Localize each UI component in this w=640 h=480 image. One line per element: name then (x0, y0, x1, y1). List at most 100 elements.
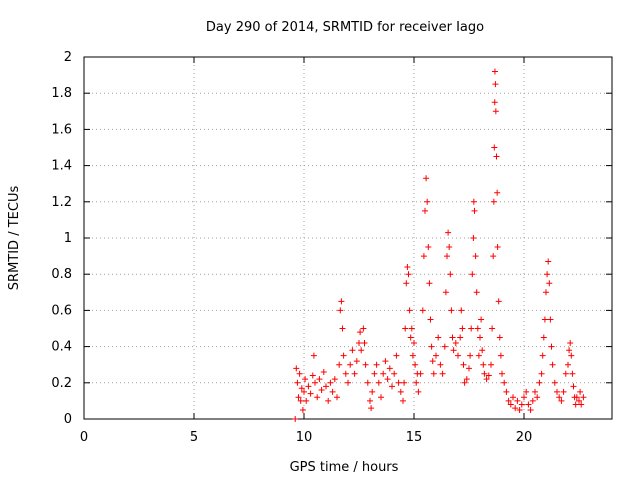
data-point (371, 370, 378, 377)
data-point (419, 307, 426, 314)
data-point (507, 401, 514, 408)
data-point (305, 383, 312, 390)
data-point (458, 307, 465, 314)
data-point (382, 358, 389, 365)
data-point (527, 406, 534, 413)
data-point (325, 397, 332, 404)
data-point (323, 383, 329, 390)
data-point (501, 379, 508, 386)
data-point (551, 379, 558, 386)
data-point (429, 358, 436, 365)
y-tick-label: 1.4 (51, 159, 72, 174)
x-tick-label: 0 (80, 430, 88, 445)
x-tick-labels: 0 5 10 15 20 (80, 430, 532, 445)
data-point (428, 343, 435, 350)
data-point (565, 361, 571, 368)
data-point (362, 361, 369, 368)
data-point (481, 370, 488, 377)
data-point (470, 198, 477, 205)
data-point (560, 388, 567, 395)
data-point (420, 253, 427, 260)
data-point (577, 388, 584, 395)
y-tick-label: 0.6 (51, 303, 72, 318)
data-point (430, 370, 437, 377)
data-point (493, 153, 500, 160)
data-point (496, 334, 503, 341)
data-point (578, 401, 585, 408)
data-point (439, 370, 446, 377)
data-point (470, 235, 477, 241)
data-point (405, 271, 412, 278)
y-tick-label: 0 (64, 412, 72, 427)
data-point (433, 352, 439, 359)
x-tick-label: 15 (406, 430, 423, 445)
data-point (331, 376, 338, 383)
data-point (570, 383, 577, 390)
data-point (415, 388, 422, 395)
data-point (407, 334, 414, 341)
data-point (580, 394, 587, 401)
data-point (523, 388, 530, 395)
data-point (545, 258, 552, 265)
data-point (302, 376, 309, 383)
data-point (490, 198, 497, 205)
data-point (525, 401, 532, 408)
data-point (357, 329, 364, 336)
data-point (548, 343, 555, 350)
data-point (303, 397, 310, 404)
data-point (356, 339, 362, 346)
data-point (338, 298, 345, 305)
grid (84, 57, 612, 419)
data-point (334, 394, 340, 401)
data-point (572, 401, 579, 408)
data-point (369, 388, 376, 395)
y-tick-label: 1.6 (51, 122, 72, 137)
data-point (292, 416, 299, 422)
ticks (83, 56, 612, 420)
data-point (367, 397, 373, 404)
data-point (473, 289, 480, 296)
data-point (353, 358, 360, 365)
data-point (441, 343, 448, 350)
data-point (541, 316, 548, 323)
y-axis-label: SRMTID / TECUs (7, 186, 22, 291)
data-point (445, 229, 452, 236)
data-point (460, 361, 467, 368)
data-point (491, 68, 498, 75)
data-point (455, 352, 461, 359)
data-point (312, 379, 318, 386)
data-point (512, 405, 519, 412)
data-point (351, 370, 358, 377)
data-point (364, 379, 371, 386)
data-point (471, 207, 478, 214)
data-point (427, 316, 434, 323)
data-point (534, 394, 541, 401)
data-point (336, 361, 343, 368)
data-point (475, 352, 482, 359)
data-point (345, 379, 351, 386)
data-point (543, 289, 549, 296)
data-point (309, 372, 316, 379)
data-point (573, 394, 580, 401)
data-point (474, 325, 481, 332)
data-point (558, 397, 565, 404)
data-point (413, 379, 420, 386)
data-point (299, 406, 306, 413)
data-point (426, 280, 433, 287)
data-point (301, 388, 307, 395)
data-point (329, 388, 336, 395)
data-point (391, 370, 398, 377)
data-point (295, 394, 302, 401)
y-tick-label: 0.2 (51, 376, 72, 391)
data-point (468, 325, 475, 332)
data-point (386, 365, 393, 372)
data-point (495, 298, 502, 305)
data-point (360, 325, 367, 332)
data-point (424, 198, 431, 205)
data-point (461, 379, 468, 386)
data-point (342, 370, 349, 377)
data-point (349, 347, 356, 354)
data-point (472, 253, 479, 260)
data-point (417, 370, 424, 377)
data-point (562, 370, 569, 377)
